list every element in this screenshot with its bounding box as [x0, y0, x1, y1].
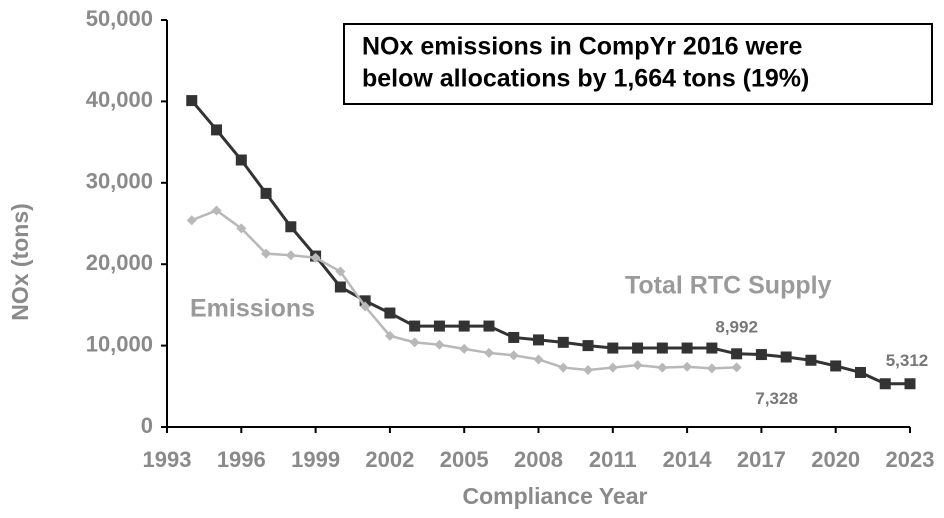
x-tick-label: 2011	[589, 447, 637, 472]
marker	[607, 362, 618, 373]
y-tick-label: 0	[141, 413, 153, 438]
marker	[483, 320, 495, 332]
marker	[186, 95, 198, 107]
marker	[656, 342, 668, 354]
value-label: 5,312	[886, 351, 929, 370]
y-tick-label: 10,000	[86, 331, 153, 356]
x-tick-label: 2008	[514, 447, 563, 472]
marker	[830, 360, 842, 372]
marker	[706, 342, 718, 354]
marker	[236, 223, 247, 234]
marker	[607, 342, 619, 354]
marker	[261, 248, 272, 259]
marker	[235, 154, 247, 166]
value-label: 7,328	[755, 389, 798, 408]
marker	[632, 360, 643, 371]
marker	[409, 337, 420, 348]
marker	[533, 334, 544, 346]
marker	[360, 301, 371, 312]
y-axis-label: NOx (tons)	[7, 203, 33, 321]
marker	[285, 221, 297, 233]
x-tick-label: 2017	[737, 447, 786, 472]
marker	[359, 295, 371, 307]
y-tick-label: 40,000	[86, 87, 153, 112]
x-tick-label: 1993	[143, 447, 192, 472]
marker	[508, 331, 520, 343]
marker	[583, 365, 594, 376]
marker	[211, 124, 223, 136]
x-tick-label: 2005	[440, 447, 489, 472]
value-label: 8,992	[715, 317, 758, 336]
marker	[384, 307, 396, 319]
y-tick-label: 50,000	[86, 6, 153, 31]
x-axis-label: Compliance Year	[463, 483, 648, 509]
x-tick-label: 2020	[811, 447, 860, 472]
marker	[260, 187, 272, 199]
series-line	[190, 99, 910, 386]
series-label: Emissions	[190, 295, 315, 323]
marker	[483, 347, 494, 358]
marker	[557, 336, 569, 348]
series-label: Total RTC Supply	[625, 272, 832, 300]
annotation: below allocations by 1,664 tons (19%)	[362, 65, 809, 93]
marker	[335, 266, 346, 277]
marker	[433, 320, 445, 332]
marker	[805, 354, 817, 366]
marker	[211, 205, 222, 216]
marker	[186, 215, 197, 226]
marker	[434, 339, 445, 350]
marker	[508, 350, 519, 361]
marker	[458, 320, 470, 332]
marker	[657, 362, 668, 373]
marker	[558, 362, 569, 373]
y-tick-label: 30,000	[86, 169, 153, 194]
marker	[384, 330, 395, 341]
marker	[409, 320, 421, 332]
marker	[285, 250, 296, 261]
marker	[459, 343, 470, 354]
annotation: NOx emissions in CompYr 2016 were	[362, 33, 803, 61]
x-tick-label: 2002	[365, 447, 414, 472]
marker	[780, 351, 792, 363]
marker	[706, 363, 717, 374]
x-tick-label: 2014	[663, 447, 713, 472]
annotation-box	[343, 23, 933, 105]
x-tick-label: 1999	[291, 447, 340, 472]
x-tick-label: 1996	[217, 447, 266, 472]
marker	[904, 378, 916, 390]
marker	[731, 362, 742, 373]
x-tick-label: 2023	[886, 447, 935, 472]
marker	[755, 349, 767, 361]
y-tick-label: 20,000	[86, 250, 153, 275]
marker	[731, 348, 743, 360]
marker	[632, 342, 644, 354]
marker	[582, 340, 594, 352]
marker	[533, 354, 544, 365]
marker	[681, 342, 693, 354]
marker	[682, 361, 693, 372]
marker	[310, 252, 321, 263]
marker	[334, 281, 346, 293]
marker	[854, 366, 866, 378]
marker	[879, 378, 891, 390]
